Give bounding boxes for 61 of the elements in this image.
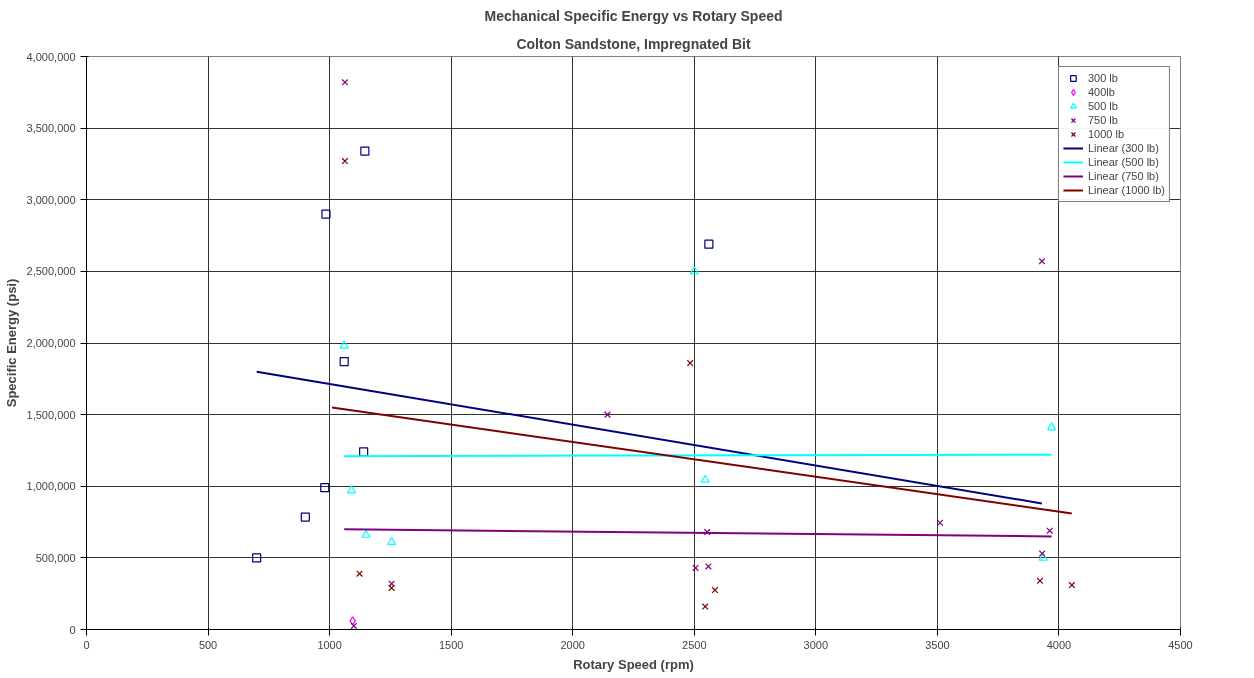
point	[689, 266, 699, 275]
x-tick-label: 1500	[438, 638, 464, 651]
point	[346, 485, 357, 494]
point	[341, 78, 349, 86]
x-tick-label: 3500	[925, 638, 950, 651]
x-tick-label: 4500	[1168, 638, 1193, 651]
point	[361, 529, 371, 538]
point	[704, 239, 714, 249]
legend-label: 750 lb	[1087, 113, 1118, 127]
legend-label: 500 lb	[1087, 99, 1118, 113]
legend-label: 300 lb	[1087, 71, 1118, 85]
y-axis-title: Specific Energy (psi)	[3, 278, 19, 408]
chart-title: Mechanical Specific Energy vs Rotary Speed	[484, 7, 783, 24]
point	[936, 519, 944, 527]
legend-label: Linear (500 lb)	[1087, 155, 1159, 169]
y-tick-label: 2,500,000	[26, 265, 76, 278]
point	[1038, 257, 1046, 265]
point	[339, 340, 349, 349]
point	[300, 512, 310, 522]
x-tick-label: 1000	[317, 638, 342, 651]
x-tick-label: 500	[198, 638, 218, 651]
x-tick-label: 2500	[682, 638, 707, 651]
y-tick-label: 3,000,000	[26, 193, 76, 206]
y-tick-label: 3,500,000	[26, 122, 76, 135]
point	[359, 447, 369, 457]
legend-label: Linear (1000 lb)	[1087, 183, 1165, 197]
y-tick-label: 1,500,000	[26, 408, 76, 421]
point	[692, 564, 699, 572]
x-tick-label: 0	[83, 638, 90, 651]
point	[252, 553, 262, 563]
point	[1068, 581, 1076, 589]
x-tick-label: 2000	[560, 638, 585, 651]
chart-subtitle: Colton Sandstone, Impregnated Bit	[516, 35, 751, 52]
legend-label: 400lb	[1087, 85, 1115, 99]
point	[387, 536, 397, 546]
point	[360, 146, 370, 156]
point	[1036, 577, 1044, 585]
y-tick-label: 500,000	[35, 551, 76, 564]
x-axis-title: Rotary Speed (rpm)	[573, 656, 694, 672]
y-tick-label: 2,000,000	[26, 337, 76, 349]
point	[339, 357, 349, 367]
y-tick-label: 0	[69, 623, 76, 636]
point	[388, 584, 396, 592]
point	[604, 411, 611, 419]
point	[349, 616, 356, 626]
point	[320, 483, 330, 493]
point	[700, 474, 710, 483]
legend-label: Linear (750 lb)	[1087, 169, 1159, 183]
point	[356, 570, 363, 578]
point	[321, 209, 331, 219]
point	[1038, 552, 1048, 561]
point	[704, 563, 712, 570]
y-tick-label: 1,000,000	[26, 480, 76, 493]
x-tick-label: 4000	[1046, 638, 1072, 651]
point	[1047, 422, 1057, 431]
y-tick-label: 4,000,000	[26, 50, 76, 63]
legend-label: 1000 lb	[1087, 127, 1125, 141]
point	[701, 603, 709, 611]
point	[686, 359, 694, 367]
x-tick-label: 3000	[803, 638, 829, 651]
legend-label: Linear (300 lb)	[1087, 141, 1159, 155]
